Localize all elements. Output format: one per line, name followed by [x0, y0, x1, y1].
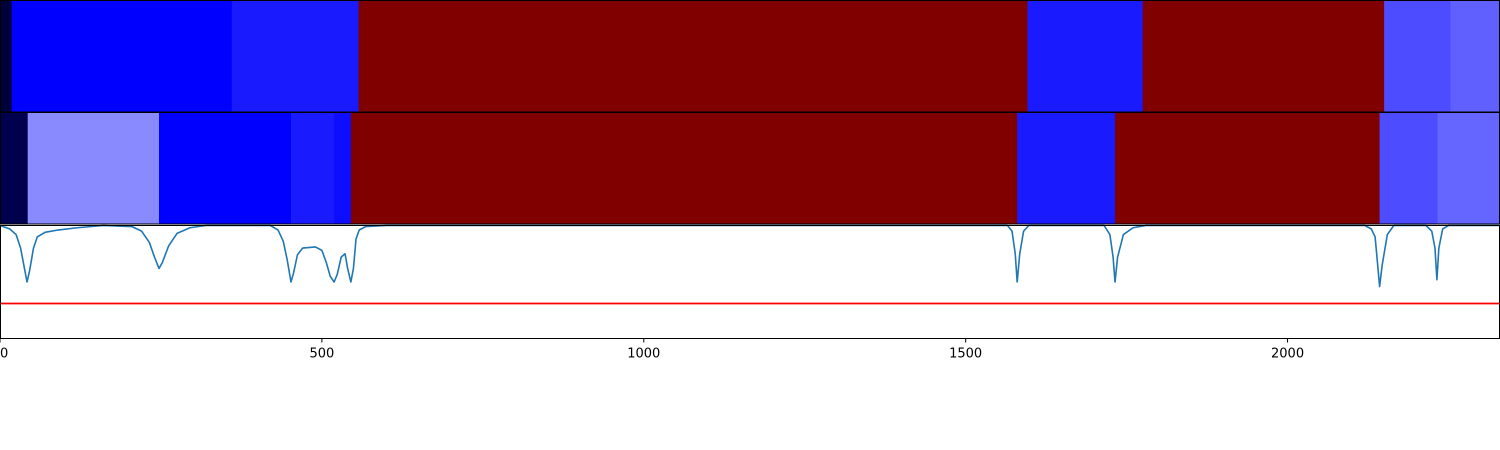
x-tick-label: 500 [309, 347, 334, 362]
heatmap-row-2-segment [159, 113, 292, 224]
heatmap-row-2-segment [1115, 113, 1381, 224]
x-tick-label: 2000 [1271, 347, 1304, 362]
heatmap-row-2-segment [350, 113, 1018, 224]
heatmap-row-2-segment [334, 113, 352, 224]
line-panel-background [0, 225, 1500, 339]
heatmap-row-2-segment [290, 113, 335, 224]
line-panel [0, 224, 1500, 339]
heatmap-row-1-segment [1450, 1, 1500, 112]
heatmap-row-1-segment [1384, 1, 1451, 112]
heatmap-row-1-segment [358, 1, 1028, 112]
heatmap-row-2-segment [1379, 113, 1439, 224]
heatmap-row-2-segment [27, 113, 160, 224]
heatmap-row-1-segment [11, 1, 233, 112]
x-tick-label: 0 [0, 347, 8, 362]
heatmap-row-1-segment [231, 1, 360, 112]
heatmap-row-1-segment [1027, 1, 1144, 112]
heatmap-row-2-segment [0, 113, 29, 224]
x-tick-label: 1000 [627, 347, 660, 362]
heatmap-row-1-segment [1142, 1, 1385, 112]
heatmap-row-1-segment [0, 1, 13, 112]
x-tick-label: 1500 [949, 347, 982, 362]
heatmap-rows [0, 0, 1500, 225]
x-axis: 0 500 1000 1500 2000 [0, 338, 1304, 362]
heatmap-row-2-segment [1017, 113, 1116, 224]
heatmap-row-2-segment [1437, 113, 1500, 224]
